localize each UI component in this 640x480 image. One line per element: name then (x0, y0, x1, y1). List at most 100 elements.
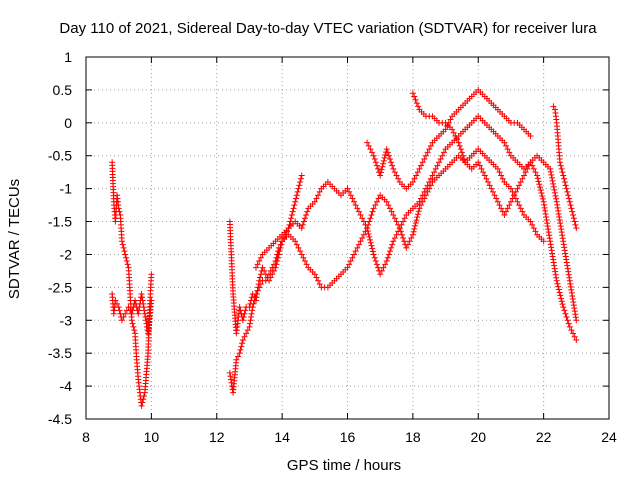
data-point-dense (142, 313, 149, 320)
data-point-dense (380, 264, 387, 271)
data-point (249, 304, 256, 311)
data-point-dense (543, 217, 550, 224)
data-point-dense (544, 223, 551, 230)
data-point (514, 198, 521, 205)
data-point-dense (382, 151, 389, 158)
data-point-dense (525, 162, 532, 169)
data-point-dense (346, 261, 353, 268)
data-point (370, 251, 377, 258)
data-point (560, 172, 567, 179)
data-point-dense (315, 277, 322, 284)
data-point (507, 198, 514, 205)
data-point (409, 179, 416, 186)
data-point-dense (411, 225, 418, 232)
data-point-dense (561, 307, 568, 314)
data-point-dense (538, 190, 545, 197)
data-point-dense (273, 254, 280, 261)
data-point-dense (444, 123, 451, 130)
data-point (422, 185, 429, 192)
data-point-dense (413, 217, 420, 224)
grid-lines (86, 57, 609, 419)
data-point-dense (227, 373, 234, 380)
data-point-dense (277, 241, 284, 248)
data-point-dense (418, 162, 425, 169)
data-point-dense (293, 241, 300, 248)
x-tick-label: 20 (470, 429, 486, 445)
data-point-dense (116, 208, 123, 215)
data-point-dense (123, 254, 130, 261)
data-point (403, 244, 410, 251)
data-point-dense (431, 169, 438, 176)
data-point-dense (567, 202, 574, 209)
data-point-dense (561, 175, 568, 182)
data-point (409, 231, 416, 238)
data-point-dense (485, 179, 492, 186)
data-point-dense (369, 245, 376, 252)
data-point-dense (140, 304, 147, 311)
x-axis-title: GPS time / hours (287, 457, 401, 474)
data-point-dense (414, 211, 421, 218)
data-point-dense (524, 165, 531, 172)
data-point-dense (547, 241, 554, 248)
data-point-dense (557, 223, 564, 230)
data-point (292, 238, 299, 245)
data-point (455, 139, 462, 146)
data-point-dense (419, 192, 426, 199)
data-point-dense (366, 218, 373, 225)
data-point-dense (516, 202, 523, 209)
data-point-dense (548, 247, 555, 254)
data-point (252, 264, 259, 271)
data-point-dense (499, 175, 506, 182)
data-point-dense (561, 247, 568, 254)
data-point-dense (290, 205, 297, 212)
data-point-dense (483, 175, 490, 182)
data-point-dense (439, 152, 446, 159)
data-point-dense (413, 100, 420, 107)
data-point-dense (491, 192, 498, 199)
data-point-dense (385, 152, 392, 159)
data-point-dense (559, 232, 566, 239)
data-point-dense (142, 317, 149, 324)
data-point-dense (568, 289, 575, 296)
data-point-dense (496, 202, 503, 209)
y-tick-label: -4.5 (48, 411, 72, 427)
data-point (553, 198, 560, 205)
data-point-dense (375, 195, 382, 202)
data-point-dense (554, 280, 561, 287)
data-point-dense (565, 195, 572, 202)
data-point-dense (261, 267, 268, 274)
data-point (566, 277, 573, 284)
data-point-dense (555, 283, 562, 290)
data-point-dense (551, 265, 558, 272)
data-point (563, 185, 570, 192)
data-point-dense (299, 221, 306, 228)
data-point-dense (555, 207, 562, 214)
data-point-dense (504, 205, 511, 212)
data-point (566, 323, 573, 330)
data-point (573, 337, 580, 344)
data-point-dense (558, 165, 565, 172)
data-point-dense (450, 129, 457, 136)
data-point (560, 238, 567, 245)
data-point (416, 165, 423, 172)
data-point-dense (388, 244, 395, 251)
data-point-dense (391, 235, 398, 241)
data-point-dense (129, 320, 136, 327)
data-point-dense (254, 287, 261, 294)
data-point-dense (315, 192, 322, 199)
data-point-dense (562, 310, 569, 317)
data-point-dense (534, 175, 541, 182)
data-point-dense (546, 235, 553, 242)
data-point (298, 251, 305, 258)
data-point-dense (418, 202, 425, 209)
data-point-dense (238, 343, 245, 350)
data-point-dense (293, 195, 300, 202)
data-point-dense (270, 261, 277, 268)
data-point (436, 159, 443, 166)
data-point-dense (426, 146, 433, 153)
data-point-dense (549, 253, 556, 260)
data-point-dense (372, 159, 379, 166)
data-point-dense (571, 218, 578, 225)
data-point (311, 198, 318, 205)
